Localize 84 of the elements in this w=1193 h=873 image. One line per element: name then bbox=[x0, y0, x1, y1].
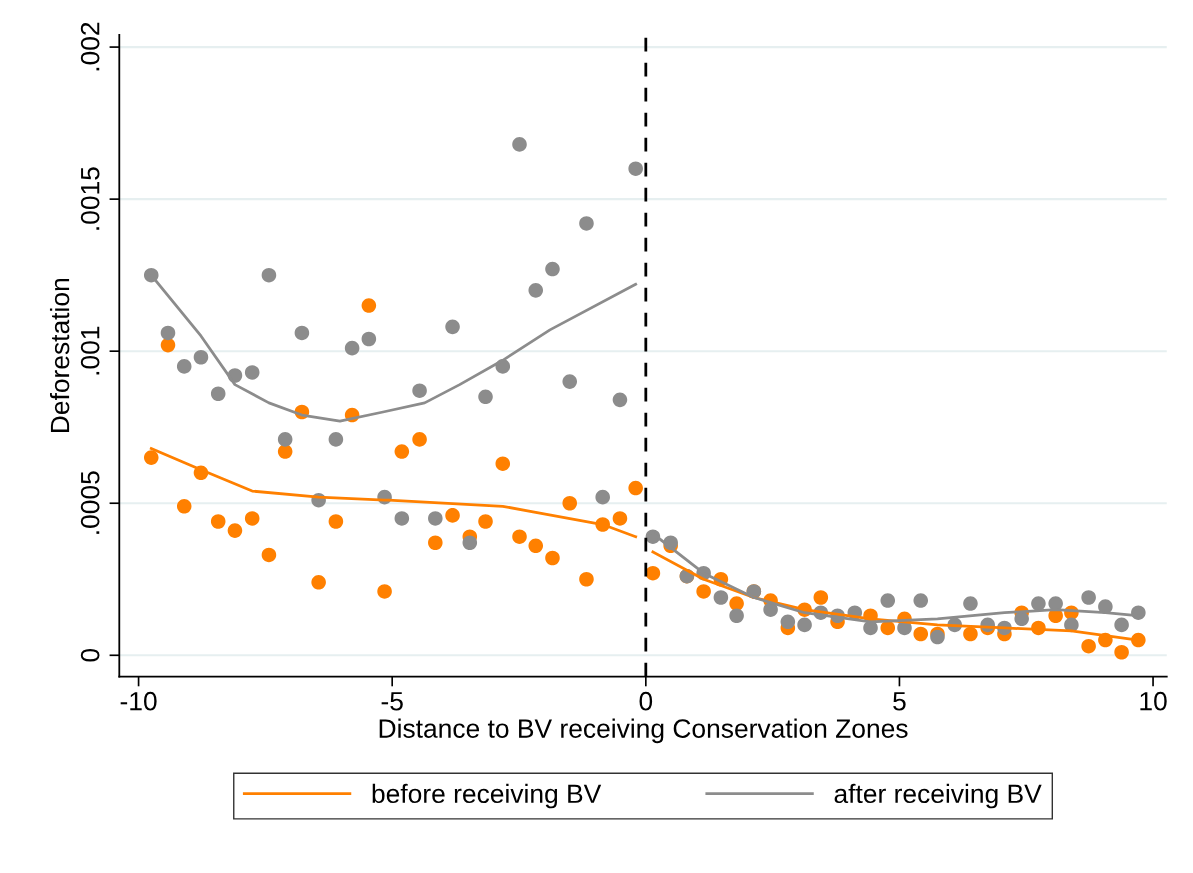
point bbox=[143, 450, 159, 465]
point bbox=[528, 538, 544, 554]
point bbox=[445, 508, 460, 523]
point bbox=[394, 444, 410, 459]
point bbox=[176, 498, 192, 514]
point bbox=[729, 596, 744, 611]
point bbox=[813, 590, 829, 605]
point bbox=[562, 374, 578, 389]
point bbox=[361, 331, 377, 347]
x-axis-title: Distance to BV receiving Conservation Zones bbox=[379, 718, 908, 744]
point bbox=[763, 602, 778, 617]
point bbox=[1114, 617, 1129, 633]
point bbox=[612, 511, 628, 526]
point bbox=[696, 584, 711, 599]
point bbox=[512, 529, 527, 544]
point bbox=[913, 626, 929, 642]
point bbox=[328, 432, 344, 447]
point bbox=[428, 511, 443, 526]
point bbox=[244, 511, 260, 526]
point bbox=[595, 489, 610, 505]
point bbox=[412, 383, 427, 398]
point bbox=[913, 593, 929, 608]
point bbox=[545, 550, 560, 566]
point bbox=[294, 325, 310, 341]
point bbox=[1081, 590, 1096, 605]
point bbox=[545, 261, 560, 277]
point bbox=[176, 359, 192, 374]
point bbox=[261, 547, 277, 563]
point bbox=[394, 511, 410, 526]
point bbox=[797, 617, 812, 633]
x-tick-label: 10 bbox=[1140, 691, 1167, 711]
point bbox=[1031, 596, 1046, 611]
x-tick-label: 5 bbox=[893, 692, 906, 711]
point bbox=[528, 283, 544, 298]
point bbox=[579, 216, 594, 231]
legend-label: before receiving BV bbox=[372, 783, 602, 809]
point bbox=[645, 565, 661, 581]
y-tick-label: .002 bbox=[80, 22, 100, 71]
point bbox=[880, 593, 896, 608]
point bbox=[729, 608, 744, 624]
y-axis-title: Deforestation bbox=[49, 278, 70, 433]
point bbox=[780, 614, 796, 630]
point bbox=[244, 365, 260, 380]
point bbox=[210, 514, 226, 529]
point bbox=[963, 626, 978, 642]
point bbox=[328, 514, 344, 529]
point bbox=[344, 340, 360, 356]
y-tick-label: .0015 bbox=[80, 167, 100, 230]
point bbox=[445, 319, 460, 335]
point bbox=[478, 514, 493, 529]
point bbox=[1081, 638, 1096, 654]
y-tick-label: .001 bbox=[80, 326, 100, 375]
point bbox=[880, 620, 896, 636]
point bbox=[227, 523, 243, 538]
point bbox=[277, 432, 293, 447]
point bbox=[412, 432, 427, 447]
point bbox=[210, 386, 226, 402]
x-tick-label: -5 bbox=[381, 692, 403, 711]
point bbox=[478, 389, 493, 405]
point bbox=[512, 137, 527, 152]
point bbox=[1014, 611, 1029, 627]
y-tick-label: 0 bbox=[80, 648, 100, 662]
point bbox=[963, 596, 978, 611]
point bbox=[160, 325, 176, 341]
point bbox=[160, 337, 176, 353]
point bbox=[462, 535, 478, 551]
point bbox=[612, 392, 628, 408]
x-tick-label: -10 bbox=[120, 691, 157, 711]
point bbox=[628, 480, 643, 496]
point bbox=[193, 349, 209, 365]
point bbox=[261, 267, 277, 283]
legend-label: after receiving BV bbox=[834, 783, 1042, 809]
point bbox=[1114, 644, 1129, 660]
point bbox=[579, 571, 594, 587]
point bbox=[311, 575, 326, 590]
y-tick-label: .0005 bbox=[80, 471, 100, 534]
point bbox=[562, 495, 578, 511]
point bbox=[361, 298, 377, 313]
point bbox=[713, 590, 729, 605]
x-tick-label: 0 bbox=[639, 691, 653, 711]
point bbox=[428, 535, 443, 551]
point bbox=[377, 584, 392, 599]
point bbox=[495, 456, 511, 471]
point bbox=[628, 161, 643, 177]
